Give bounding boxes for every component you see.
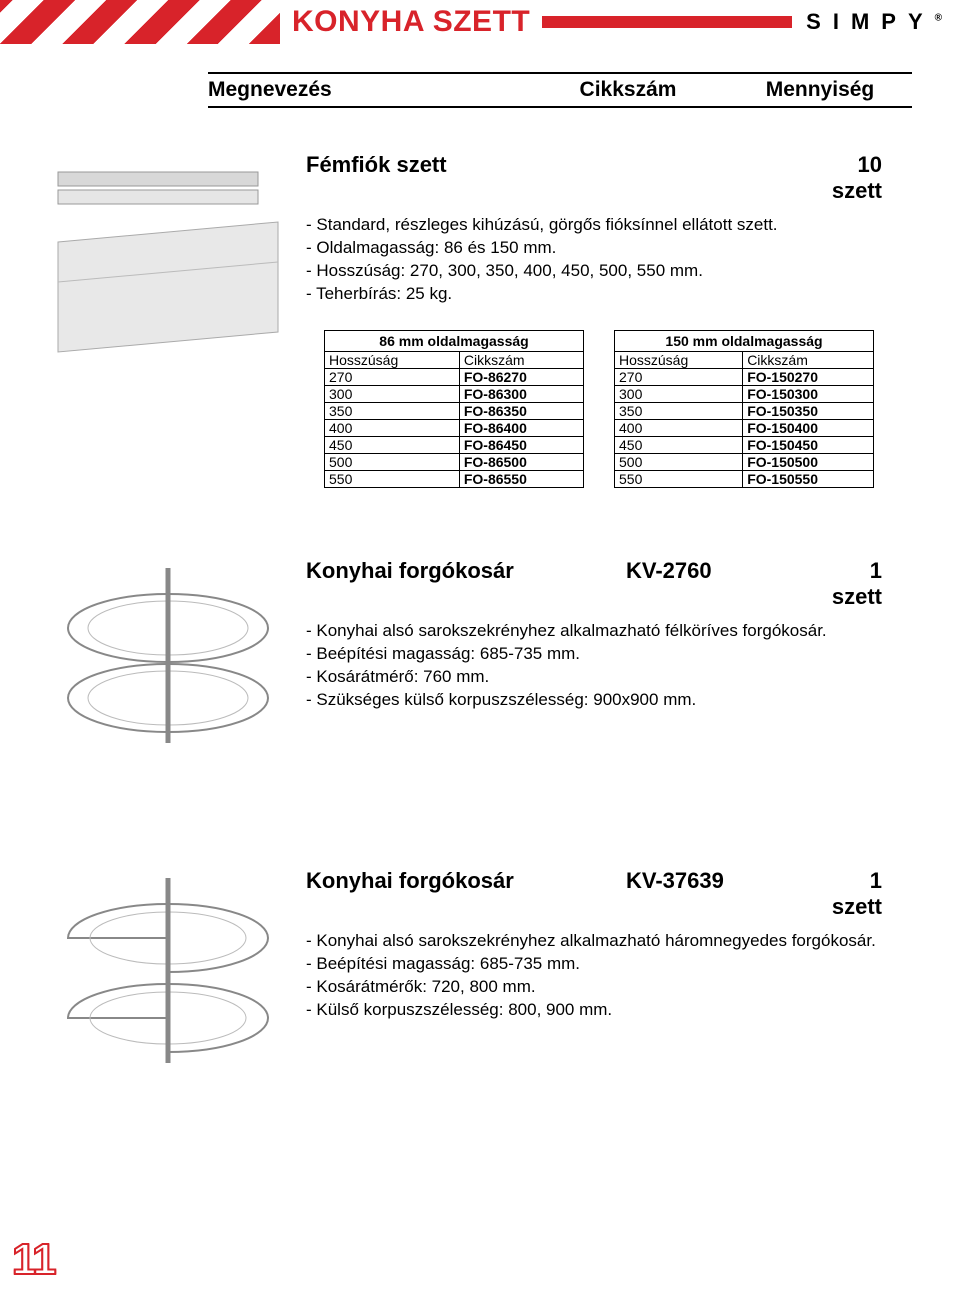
spec-cell: FO-150350 [743,402,874,419]
desc-line: - Oldalmagasság: 86 és 150 mm. [306,237,912,260]
spec-cell: 550 [325,470,460,487]
product-femfiok: Fémfiók szett 10 szett - Standard, részl… [48,152,912,488]
spec-table-150mm: 150 mm oldalmagasság Hosszúság Cikkszám … [614,330,874,488]
spec-cell: FO-150550 [743,470,874,487]
spec-col-len: Hosszúság [615,351,743,368]
spec-cell: FO-86350 [459,402,583,419]
product-name: Konyhai forgókosár [306,558,626,610]
spec-cell: 350 [325,402,460,419]
product-image [48,152,288,362]
product-code: KV-37639 [626,868,826,920]
spec-table-86mm: 86 mm oldalmagasság Hosszúság Cikkszám 2… [324,330,584,488]
spec-col-code: Cikkszám [743,351,874,368]
spec-cell: FO-150400 [743,419,874,436]
col-qty: Mennyiség [728,74,912,106]
col-name: Megnevezés [208,74,528,106]
product-qty: 10 szett [826,152,912,204]
spec-cell: 350 [615,402,743,419]
spec-cell: 450 [615,436,743,453]
brand-text: SIMPY [806,9,934,34]
spec-col-code: Cikkszám [459,351,583,368]
spec-cell: FO-86450 [459,436,583,453]
product-description: - Konyhai alsó sarokszekrényhez alkalmaz… [306,620,912,712]
spec-cell: 400 [325,419,460,436]
title-band: KONYHA SZETT [280,0,542,44]
product-image [48,558,288,758]
spec-cell: FO-86400 [459,419,583,436]
hazard-stripes [0,0,280,44]
product-qty: 1 szett [826,558,912,610]
desc-line: - Hosszúság: 270, 300, 350, 400, 450, 50… [306,260,912,283]
spec-cell: FO-86550 [459,470,583,487]
desc-line: - Kosárátmérők: 720, 800 mm. [306,976,912,999]
drawer-set-icon [48,152,288,362]
col-code: Cikkszám [528,74,728,106]
desc-line: - Beépítési magasság: 685-735 mm. [306,643,912,666]
spec-cell: 270 [325,368,460,385]
threequarter-carousel-icon [48,868,288,1078]
spec-tables: 86 mm oldalmagasság Hosszúság Cikkszám 2… [324,330,912,488]
spec-cell: 450 [325,436,460,453]
half-carousel-icon [48,558,288,758]
desc-line: - Konyhai alsó sarokszekrényhez alkalmaz… [306,930,912,953]
desc-line: - Külső korpuszszélesség: 800, 900 mm. [306,999,912,1022]
spec-cell: 300 [325,385,460,402]
spec-cell: 400 [615,419,743,436]
spec-cell: FO-86270 [459,368,583,385]
page-title: KONYHA SZETT [292,5,530,39]
spec-col-len: Hosszúság [325,351,460,368]
desc-line: - Teherbírás: 25 kg. [306,283,912,306]
desc-line: - Kosárátmérő: 760 mm. [306,666,912,689]
column-header: Megnevezés Cikkszám Mennyiség [208,72,912,108]
spec-title: 86 mm oldalmagasság [325,330,584,351]
spec-cell: 500 [325,453,460,470]
product-name: Fémfiók szett [306,152,626,204]
spec-cell: 550 [615,470,743,487]
product-forgokosar-1: Konyhai forgókosár KV-2760 1 szett - Kon… [48,558,912,758]
spec-cell: 300 [615,385,743,402]
spec-cell: FO-150500 [743,453,874,470]
spec-cell: FO-150450 [743,436,874,453]
spec-cell: FO-86300 [459,385,583,402]
product-image [48,868,288,1078]
product-description: - Standard, részleges kihúzású, görgős f… [306,214,912,306]
desc-line: - Standard, részleges kihúzású, görgős f… [306,214,912,237]
product-description: - Konyhai alsó sarokszekrényhez alkalmaz… [306,930,912,1022]
product-code [626,152,826,204]
spec-cell: 500 [615,453,743,470]
product-name: Konyhai forgókosár [306,868,626,920]
product-forgokosar-2: Konyhai forgókosár KV-37639 1 szett - Ko… [48,868,912,1078]
page-number: 11 [12,1235,55,1285]
product-qty: 1 szett [826,868,912,920]
page-content: Megnevezés Cikkszám Mennyiség Fémfiók sz… [0,44,960,1078]
spec-cell: FO-150300 [743,385,874,402]
red-stripe [542,16,792,28]
spec-cell: FO-86500 [459,453,583,470]
desc-line: - Szükséges külső korpuszszélesség: 900x… [306,689,912,712]
top-bar: KONYHA SZETT SIMPY® [0,0,960,44]
desc-line: - Konyhai alsó sarokszekrényhez alkalmaz… [306,620,912,643]
desc-line: - Beépítési magasság: 685-735 mm. [306,953,912,976]
spec-cell: FO-150270 [743,368,874,385]
spec-title: 150 mm oldalmagasság [615,330,874,351]
brand-logo: SIMPY® [806,9,942,35]
spec-cell: 270 [615,368,743,385]
product-code: KV-2760 [626,558,826,610]
